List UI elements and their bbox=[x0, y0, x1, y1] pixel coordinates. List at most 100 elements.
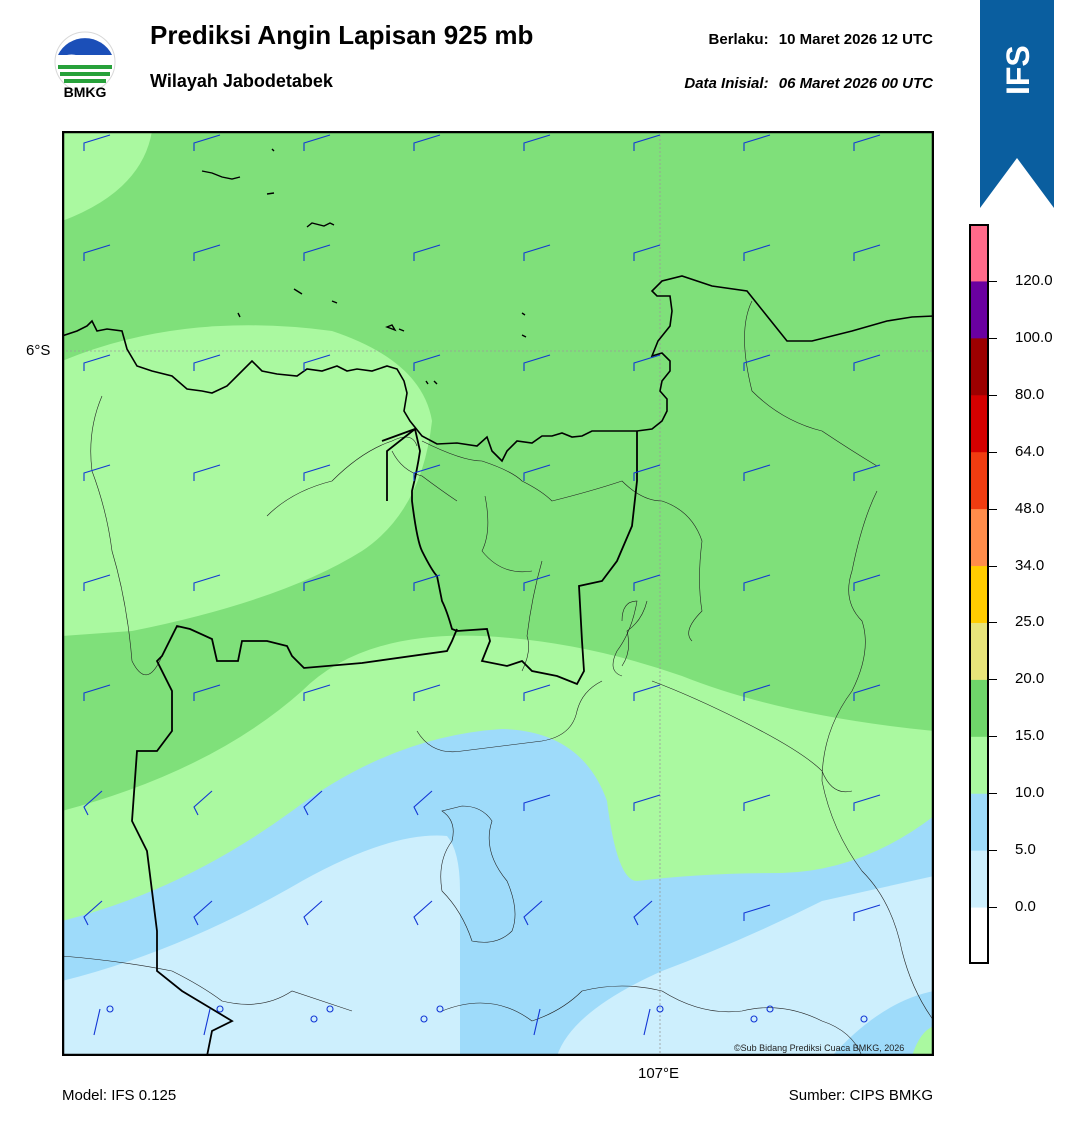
wind-barb bbox=[303, 354, 331, 371]
wind-barb bbox=[413, 900, 433, 926]
wind-barb bbox=[303, 464, 331, 481]
wind-barb bbox=[413, 790, 433, 816]
colorbar-tick-mark bbox=[989, 280, 997, 282]
model-badge-text: IFS bbox=[1000, 45, 1036, 95]
wind-barb bbox=[743, 684, 771, 701]
wind-barb bbox=[436, 1005, 444, 1013]
init-value: 06 Maret 2026 00 UTC bbox=[778, 75, 933, 92]
wind-barb bbox=[193, 244, 221, 261]
wind-barb bbox=[523, 574, 551, 591]
colorbar-tick-mark bbox=[989, 679, 997, 681]
colorbar-band bbox=[969, 907, 989, 964]
colorbar-tick-mark bbox=[989, 451, 997, 453]
wind-barb bbox=[310, 1015, 318, 1023]
wind-barb bbox=[523, 794, 551, 811]
valid-value: 10 Maret 2026 12 UTC bbox=[778, 31, 933, 48]
source-info: Sumber: CIPS BMKG bbox=[788, 1087, 933, 1104]
colorbar-tick-label: 120.0 bbox=[1015, 271, 1053, 289]
wind-barb bbox=[766, 1005, 774, 1013]
wind-barb bbox=[633, 900, 653, 926]
colorbar-band bbox=[969, 793, 989, 851]
colorbar-tick-label: 80.0 bbox=[1015, 385, 1045, 403]
wind-barb bbox=[523, 134, 551, 151]
wind-barb bbox=[83, 244, 111, 261]
wind-barb bbox=[303, 244, 331, 261]
colorbar-tick-mark bbox=[989, 907, 997, 909]
wind-barb bbox=[633, 574, 661, 591]
speed-zone-light-green-west bbox=[62, 325, 432, 636]
wind-barb bbox=[83, 574, 111, 591]
colorbar-tick-mark bbox=[989, 337, 997, 339]
ribbon-shape bbox=[980, 0, 1054, 208]
speed-colorbar bbox=[969, 224, 989, 964]
colorbar-tick-label: 100.0 bbox=[1015, 328, 1053, 346]
colorbar-tick-mark bbox=[989, 508, 997, 510]
colorbar-band bbox=[969, 508, 989, 567]
colorbar-tick-label: 10.0 bbox=[1015, 784, 1045, 802]
wind-barb bbox=[533, 1008, 541, 1036]
wind-barb bbox=[83, 900, 103, 926]
valid-label: Berlaku: bbox=[708, 31, 769, 48]
colorbar-tick-mark bbox=[989, 565, 997, 567]
lat-label-6s: 6°S bbox=[26, 342, 51, 359]
initial-data-time: Data Inisial: 06 Maret 2026 00 UTC bbox=[684, 75, 933, 92]
colorbar-tick-mark bbox=[989, 850, 997, 852]
colorbar-band bbox=[969, 736, 989, 794]
colorbar-tick-label: 48.0 bbox=[1015, 499, 1045, 517]
wind-barb bbox=[193, 354, 221, 371]
wind-barb bbox=[750, 1015, 758, 1023]
wind-barb bbox=[743, 244, 771, 261]
colorbar-tick-label: 25.0 bbox=[1015, 613, 1045, 631]
colorbar-tick-label: 15.0 bbox=[1015, 727, 1045, 745]
colorbar-band bbox=[969, 451, 989, 510]
wind-barb bbox=[193, 134, 221, 151]
colorbar-tick-label: 64.0 bbox=[1015, 442, 1045, 460]
wind-barb bbox=[83, 354, 111, 371]
islands bbox=[201, 148, 527, 385]
model-info: Model: IFS 0.125 bbox=[62, 1087, 177, 1104]
wind-barb bbox=[853, 574, 881, 591]
wind-barb bbox=[193, 684, 221, 701]
wind-barb bbox=[303, 900, 323, 926]
colorbar-band bbox=[969, 224, 989, 282]
model-ribbon bbox=[980, 0, 1054, 208]
wind-barb bbox=[83, 134, 111, 151]
wind-barb bbox=[193, 574, 221, 591]
region-subtitle: Wilayah Jabodetabek bbox=[150, 71, 333, 91]
wind-barb bbox=[633, 134, 661, 151]
wind-barb bbox=[303, 684, 331, 701]
speed-zone-calm-sw bbox=[62, 835, 460, 1056]
colorbar-tick-label: 34.0 bbox=[1015, 556, 1045, 574]
province-boundaries bbox=[131, 427, 638, 1056]
wind-barb bbox=[203, 1008, 211, 1036]
bmkg-logo-icon bbox=[54, 31, 116, 93]
colorbar-tick-label: 0.0 bbox=[1015, 898, 1036, 916]
wind-barb bbox=[743, 464, 771, 481]
wind-barb bbox=[853, 464, 881, 481]
wind-barb bbox=[743, 354, 771, 371]
colorbar-tick-label: 5.0 bbox=[1015, 841, 1036, 859]
wind-barb bbox=[413, 464, 441, 481]
wind-barb bbox=[643, 1008, 651, 1036]
wind-barb bbox=[743, 574, 771, 591]
wind-barb bbox=[83, 684, 111, 701]
speed-zone-calm-se bbox=[557, 876, 934, 1056]
wind-barb bbox=[413, 354, 441, 371]
wind-barb bbox=[413, 244, 441, 261]
wind-barb bbox=[633, 464, 661, 481]
wind-barb bbox=[413, 684, 441, 701]
wind-barb bbox=[633, 684, 661, 701]
colorbar-band bbox=[969, 565, 989, 623]
wind-map bbox=[62, 131, 934, 1056]
init-label: Data Inisial: bbox=[684, 75, 769, 92]
colorbar-band bbox=[969, 850, 989, 908]
copyright-note: ©Sub Bidang Prediksi Cuaca BMKG, 2026 bbox=[734, 1043, 905, 1053]
wind-barb bbox=[853, 794, 881, 811]
wind-barb bbox=[420, 1015, 428, 1023]
wind-barb bbox=[413, 134, 441, 151]
colorbar-tick-mark bbox=[989, 793, 997, 795]
colorbar-band bbox=[969, 394, 989, 453]
colorbar-band bbox=[969, 679, 989, 737]
wind-barb bbox=[216, 1005, 224, 1013]
wind-barb bbox=[633, 354, 661, 371]
